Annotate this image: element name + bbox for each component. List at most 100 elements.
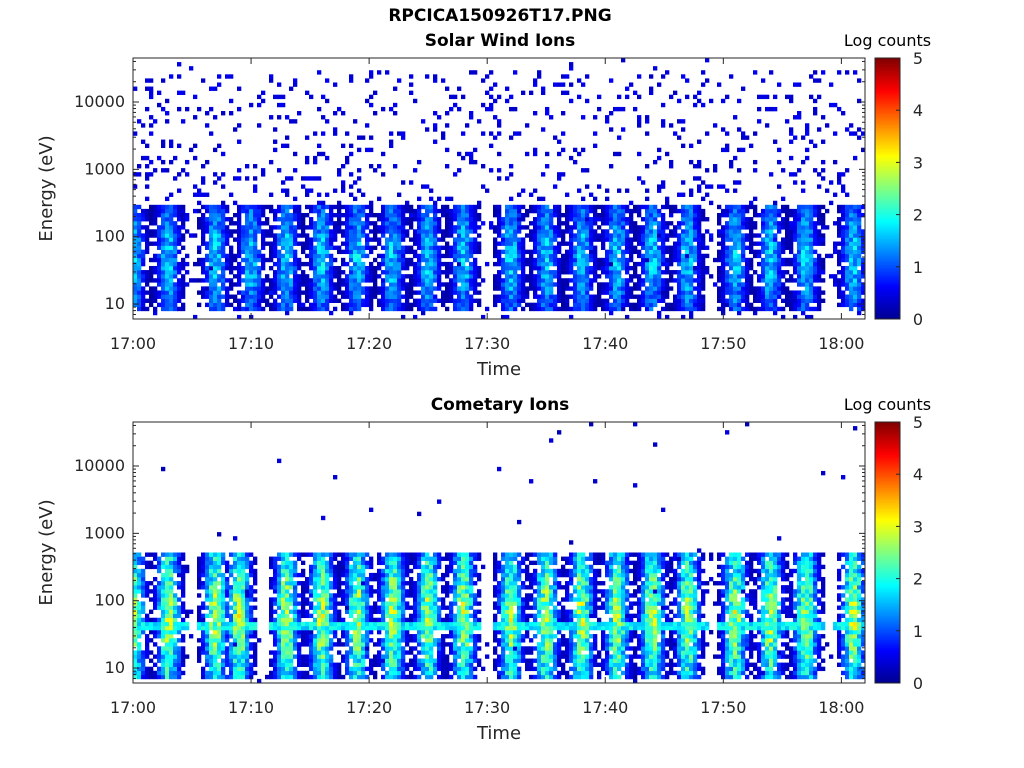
x-tick-label: 17:10 bbox=[228, 334, 274, 353]
spectrogram-cell bbox=[381, 229, 386, 234]
spectrogram-cell bbox=[205, 225, 210, 230]
colorbar-segment bbox=[875, 136, 900, 139]
spectrogram-cell bbox=[653, 212, 658, 218]
spectrogram-cell bbox=[261, 221, 266, 226]
spectrogram-cell bbox=[509, 282, 514, 287]
spectrogram-cell bbox=[761, 298, 766, 303]
spectrogram-cell bbox=[197, 106, 202, 112]
spectrogram-cell bbox=[797, 245, 802, 250]
spectrogram-cell bbox=[217, 217, 222, 222]
spectrogram-cell bbox=[777, 286, 782, 291]
spectrogram-cell bbox=[133, 184, 138, 189]
spectrogram-cell bbox=[813, 274, 818, 279]
spectrogram-cell bbox=[173, 290, 178, 295]
spectrogram-cell bbox=[517, 286, 522, 291]
spectrogram-cell bbox=[729, 74, 734, 79]
spectrogram-cell bbox=[517, 237, 522, 242]
spectrogram-cell bbox=[177, 646, 182, 651]
spectrogram-cell bbox=[417, 208, 422, 214]
spectrogram-cell bbox=[769, 204, 774, 210]
spectrogram-cell bbox=[477, 298, 482, 303]
spectrogram-cell bbox=[349, 298, 354, 303]
spectrogram-cell bbox=[201, 229, 206, 234]
spectrogram-cell bbox=[217, 82, 222, 87]
spectrogram-cell bbox=[273, 270, 278, 275]
spectrogram-cell bbox=[409, 74, 414, 79]
spectrogram-cell bbox=[317, 274, 322, 279]
spectrogram-cell bbox=[397, 233, 402, 238]
spectrogram-cell bbox=[417, 159, 422, 165]
colorbar-segment bbox=[875, 77, 900, 81]
spectrogram-cell bbox=[313, 257, 318, 263]
spectrogram-cell bbox=[409, 249, 414, 255]
spectrogram-cell bbox=[681, 119, 686, 124]
spectrogram-cell bbox=[625, 294, 630, 299]
spectrogram-cell bbox=[433, 298, 438, 303]
spectrogram-cell bbox=[269, 278, 274, 283]
spectrogram-cell bbox=[201, 212, 206, 218]
spectrogram-cell bbox=[561, 131, 566, 136]
spectrogram-cell bbox=[401, 229, 406, 234]
spectrogram-cell bbox=[441, 212, 446, 218]
spectrogram-cell bbox=[377, 265, 382, 271]
spectrogram-cell bbox=[733, 257, 738, 263]
spectrogram-cell bbox=[717, 204, 722, 210]
spectrogram-cell bbox=[177, 188, 182, 193]
spectrogram-cell bbox=[857, 204, 862, 210]
spectrogram-cell bbox=[277, 233, 282, 238]
spectrogram-cell bbox=[413, 208, 418, 214]
spectrogram-cell bbox=[641, 278, 646, 283]
spectrogram-cell bbox=[185, 270, 190, 275]
spectrogram-cell bbox=[829, 82, 834, 87]
spectrogram-cell bbox=[289, 249, 294, 255]
spectrogram-cell bbox=[757, 106, 762, 112]
spectrogram-cell bbox=[389, 241, 394, 246]
spectrogram-cell bbox=[777, 147, 782, 153]
spectrogram-cell bbox=[589, 192, 594, 197]
spectrogram-cell bbox=[321, 221, 326, 226]
spectrogram-cell bbox=[281, 212, 286, 218]
spectrogram-cell bbox=[169, 593, 174, 598]
spectrogram-cell bbox=[845, 270, 850, 275]
spectrogram-cell bbox=[205, 204, 210, 210]
spectrogram-cell bbox=[149, 658, 154, 663]
spectrogram-cell bbox=[397, 241, 402, 246]
spectrogram-cell bbox=[445, 249, 450, 255]
spectrogram-cell bbox=[257, 204, 262, 210]
spectrogram-cell bbox=[297, 265, 302, 271]
spectrogram-cell bbox=[385, 270, 390, 275]
spectrogram-cell bbox=[325, 192, 330, 197]
spectrogram-cell bbox=[737, 233, 742, 238]
spectrogram-cell bbox=[157, 237, 162, 242]
spectrogram-cell bbox=[177, 662, 182, 667]
spectrogram-cell bbox=[833, 131, 838, 136]
spectrogram-cell bbox=[393, 302, 398, 308]
spectrogram-cell bbox=[581, 278, 586, 283]
spectrogram-cell bbox=[341, 204, 346, 210]
spectrogram-cell bbox=[541, 217, 546, 222]
spectrogram-cell bbox=[153, 617, 158, 623]
spectrogram-cell bbox=[849, 208, 854, 214]
spectrogram-cell bbox=[521, 188, 526, 193]
spectrogram-cell bbox=[177, 241, 182, 246]
spectrogram-cell bbox=[205, 192, 210, 197]
spectrogram-cell bbox=[601, 204, 606, 210]
spectrogram-cell bbox=[773, 94, 778, 100]
spectrogram-cell bbox=[173, 560, 178, 566]
spectrogram-cell bbox=[273, 233, 278, 238]
spectrogram-cell bbox=[837, 257, 842, 263]
spectrogram-cell bbox=[581, 249, 586, 255]
spectrogram-cell bbox=[509, 270, 514, 275]
spectrogram-cell bbox=[761, 274, 766, 279]
spectrogram-cell bbox=[777, 274, 782, 279]
spectrogram-cell bbox=[789, 290, 794, 295]
spectrogram-cell bbox=[537, 225, 542, 230]
spectrogram-cell bbox=[149, 597, 154, 602]
spectrogram-cell bbox=[505, 274, 510, 279]
spectrogram-cell bbox=[257, 306, 262, 312]
spectrogram-cell bbox=[525, 274, 530, 279]
spectrogram-cell bbox=[177, 658, 182, 663]
spectrogram-cell bbox=[833, 278, 838, 283]
spectrogram-cell bbox=[177, 294, 182, 299]
spectrogram-cell bbox=[541, 233, 546, 238]
